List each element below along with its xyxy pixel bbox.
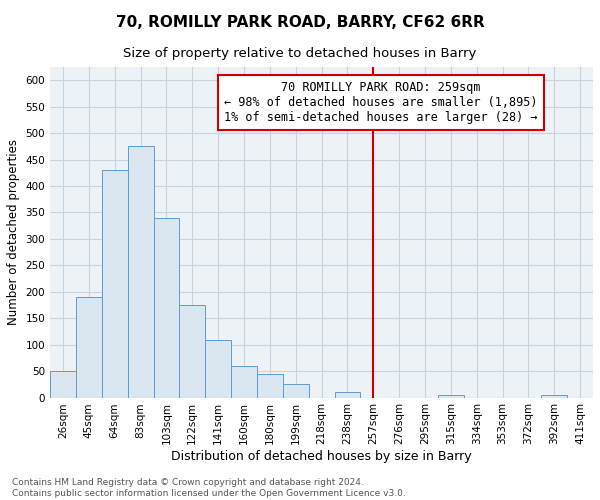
Bar <box>128 146 154 398</box>
Y-axis label: Number of detached properties: Number of detached properties <box>7 139 20 325</box>
Bar <box>283 384 308 398</box>
Bar <box>50 371 76 398</box>
Bar <box>335 392 361 398</box>
Text: Size of property relative to detached houses in Barry: Size of property relative to detached ho… <box>124 48 476 60</box>
Bar <box>76 297 102 398</box>
Bar <box>257 374 283 398</box>
Text: 70, ROMILLY PARK ROAD, BARRY, CF62 6RR: 70, ROMILLY PARK ROAD, BARRY, CF62 6RR <box>116 15 484 30</box>
Text: 70 ROMILLY PARK ROAD: 259sqm
← 98% of detached houses are smaller (1,895)
1% of : 70 ROMILLY PARK ROAD: 259sqm ← 98% of de… <box>224 81 538 124</box>
Bar <box>438 395 464 398</box>
Bar <box>205 340 231 398</box>
Bar <box>179 305 205 398</box>
Bar <box>154 218 179 398</box>
Bar <box>541 395 567 398</box>
Bar <box>102 170 128 398</box>
Bar <box>231 366 257 398</box>
X-axis label: Distribution of detached houses by size in Barry: Distribution of detached houses by size … <box>171 450 472 463</box>
Text: Contains HM Land Registry data © Crown copyright and database right 2024.
Contai: Contains HM Land Registry data © Crown c… <box>12 478 406 498</box>
